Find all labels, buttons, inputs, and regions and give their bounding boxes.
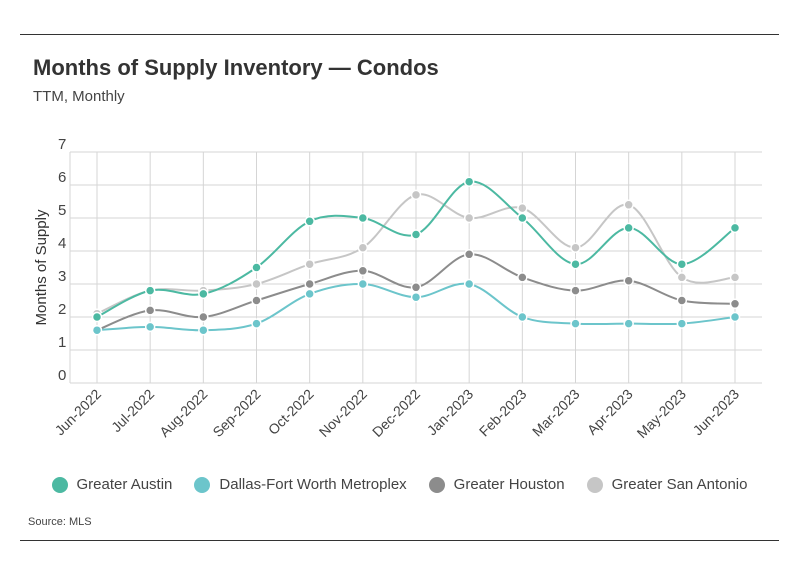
data-point	[357, 278, 369, 290]
legend-label: Greater Houston	[453, 476, 565, 493]
legend-label: Greater Austin	[76, 476, 173, 493]
data-point	[251, 318, 262, 329]
chart-title: Months of Supply Inventory — Condos	[33, 55, 439, 80]
legend-item: Dallas-Fort Worth Metroplex	[194, 476, 407, 493]
data-point	[91, 324, 103, 336]
bottom-rule	[20, 540, 779, 541]
data-point	[251, 262, 262, 273]
y-tick-label: 4	[58, 235, 66, 252]
data-point	[517, 202, 528, 214]
data-point	[517, 212, 528, 224]
data-point	[357, 242, 369, 253]
x-tick-label: Jan-2023	[424, 386, 477, 439]
x-tick-label: Oct-2022	[265, 386, 317, 438]
data-point	[517, 311, 528, 323]
y-tick-label: 2	[58, 301, 66, 318]
x-tick-label: Jun-2023	[690, 386, 743, 439]
data-point	[570, 258, 581, 270]
y-tick-label: 1	[58, 334, 66, 351]
legend-item: Greater Houston	[428, 476, 565, 493]
data-point	[144, 321, 156, 333]
x-tick-label: Feb-2023	[476, 386, 530, 440]
data-point	[676, 272, 688, 283]
data-point	[463, 249, 475, 260]
data-point	[144, 285, 156, 296]
line-chart: 0 1 2 3 4 5 6 7 Months of Supply Jun-2022 Jul-2022…	[33, 136, 762, 441]
chart-legend: Greater Austin Dallas-Fort Worth Metrople…	[0, 476, 799, 493]
data-point	[623, 275, 634, 286]
top-rule	[20, 34, 779, 35]
y-tick-label: 6	[58, 169, 66, 186]
data-point	[198, 324, 209, 336]
legend-swatch	[51, 476, 68, 493]
data-point	[676, 258, 688, 270]
x-tick-label: Nov-2022	[316, 386, 370, 440]
legend-item: Greater San Antonio	[586, 476, 748, 493]
source-note: Source: MLS	[28, 516, 92, 528]
x-tick-label: Jun-2022	[52, 386, 105, 439]
data-point	[570, 318, 581, 329]
y-axis-title: Months of Supply	[33, 209, 50, 325]
data-point	[623, 199, 634, 211]
data-point	[304, 216, 315, 227]
data-point	[410, 282, 422, 293]
x-tick-label: Jul-2022	[108, 386, 157, 435]
data-point	[198, 288, 209, 300]
data-point	[304, 288, 315, 300]
y-tick-label: 5	[58, 202, 66, 219]
y-tick-label: 7	[58, 136, 66, 153]
legend-label: Greater San Antonio	[611, 476, 748, 493]
y-tick-label: 3	[58, 268, 66, 285]
data-point	[410, 229, 422, 240]
data-point	[676, 318, 688, 329]
data-point	[463, 176, 475, 187]
legend-swatch	[586, 476, 603, 493]
x-tick-label: Sep-2022	[209, 386, 263, 440]
y-tick-label: 0	[58, 367, 66, 384]
data-point	[623, 318, 634, 329]
data-point	[198, 311, 209, 323]
x-tick-label: May-2023	[634, 386, 689, 441]
data-point	[729, 222, 741, 234]
data-point	[729, 272, 741, 283]
legend-label: Dallas-Fort Worth Metroplex	[219, 476, 407, 493]
x-tick-label: Apr-2023	[584, 386, 636, 438]
x-tick-label: Aug-2022	[156, 386, 210, 440]
data-point	[304, 278, 315, 290]
legend-item: Greater Austin	[51, 476, 173, 493]
data-point	[463, 212, 475, 224]
legend-swatch	[428, 476, 445, 493]
chart-subtitle: TTM, Monthly	[33, 88, 125, 105]
data-point	[570, 285, 581, 296]
data-point	[623, 222, 634, 234]
data-point	[517, 272, 528, 283]
x-tick-label: Dec-2022	[369, 386, 423, 440]
data-point	[570, 242, 581, 253]
data-point	[251, 295, 262, 306]
data-point	[251, 278, 262, 290]
data-point	[304, 258, 315, 270]
data-point	[410, 291, 422, 303]
data-point	[676, 295, 688, 306]
data-point	[463, 278, 475, 290]
data-point	[91, 311, 103, 323]
data-point	[357, 212, 369, 224]
data-point	[729, 298, 741, 310]
data-point	[144, 305, 156, 316]
data-point	[357, 265, 369, 277]
legend-swatch	[194, 476, 211, 493]
data-point	[410, 189, 422, 201]
x-tick-label: Mar-2023	[529, 386, 583, 440]
data-point	[729, 311, 741, 323]
